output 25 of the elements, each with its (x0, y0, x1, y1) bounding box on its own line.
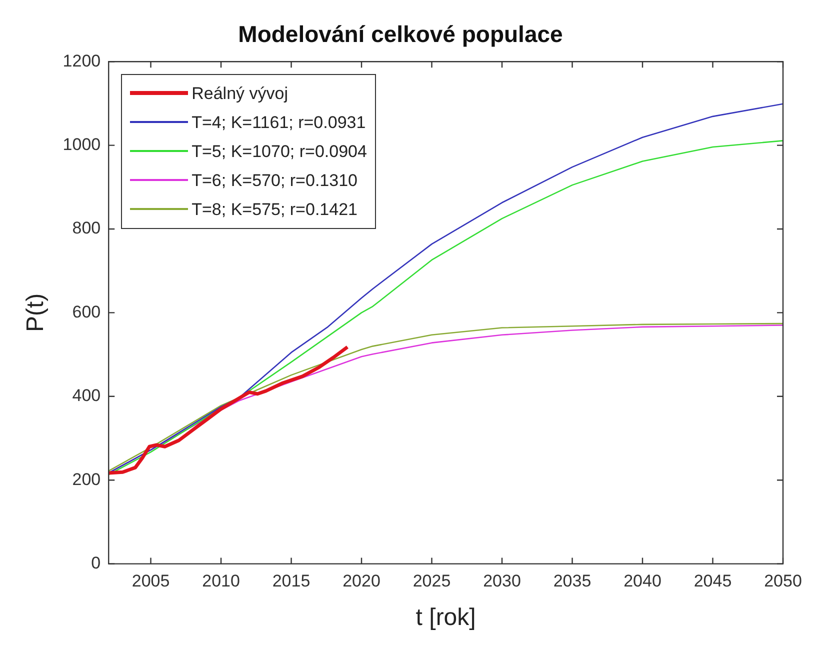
y-axis-title: P(t) (22, 293, 50, 332)
y-tick-label: 1000 (62, 134, 101, 154)
x-tick-label: 2020 (342, 572, 380, 591)
y-tick-label: 0 (91, 553, 101, 572)
x-tick-label: 2030 (483, 572, 521, 591)
x-tick-label: 2045 (694, 572, 732, 591)
x-tick-label: 2050 (764, 572, 802, 591)
x-tick-label: 2035 (553, 572, 592, 591)
chart-title: Modelování celkové populace (238, 21, 563, 48)
x-tick-label: 2025 (412, 572, 451, 591)
x-tick-label: 2005 (132, 572, 170, 591)
legend-label: T=6; K=570; r=0.1310 (192, 170, 358, 192)
legend-label: Reálný vývoj (192, 82, 288, 105)
legend-label: T=4; K=1161; r=0.0931 (192, 112, 366, 134)
x-tick-label: 2040 (624, 572, 662, 591)
y-tick-label: 800 (72, 218, 101, 238)
legend-label: T=5; K=1070; r=0.0904 (192, 140, 367, 163)
x-tick-label: 2015 (272, 572, 310, 591)
legend-label: T=8; K=575; r=0.1421 (192, 198, 358, 221)
y-tick-label: 400 (72, 386, 101, 406)
y-tick-label: 1200 (62, 51, 101, 70)
x-axis-title: t [rok] (416, 604, 476, 632)
x-tick-label: 2010 (202, 572, 240, 591)
y-tick-label: 600 (72, 302, 101, 322)
y-tick-label: 200 (72, 470, 101, 489)
